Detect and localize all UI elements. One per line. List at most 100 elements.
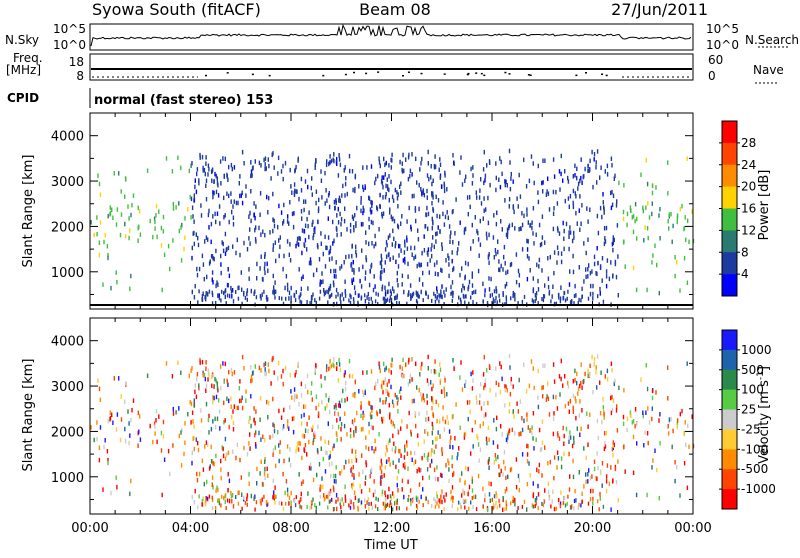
velocity-cell: [547, 396, 550, 401]
colorbar-swatch: [722, 449, 737, 470]
velocity-cell: [676, 424, 678, 430]
velocity-cell: [264, 367, 266, 372]
power-cell: [327, 235, 330, 240]
velocity-cell: [521, 452, 524, 457]
velocity-cell: [232, 420, 235, 425]
power-cell: [651, 201, 653, 206]
power-cell: [336, 161, 338, 166]
velocity-cell: [371, 414, 373, 420]
power-cell: [569, 225, 571, 230]
velocity-cell: [205, 499, 207, 504]
power-cell: [495, 161, 497, 166]
velocity-cell: [175, 410, 177, 415]
velocity-cell: [255, 409, 257, 414]
velocity-cell: [448, 461, 450, 466]
power-cell: [375, 241, 377, 247]
velocity-cell: [253, 417, 255, 423]
velocity-cell: [439, 367, 442, 372]
velocity-cell: [447, 458, 449, 463]
power-cell: [203, 276, 205, 282]
velocity-cell: [419, 372, 421, 377]
power-cell: [379, 163, 381, 169]
velocity-cell: [587, 479, 589, 484]
power-cell: [589, 207, 591, 212]
power-cell: [193, 198, 195, 203]
power-cell: [172, 206, 175, 211]
power-cell: [344, 293, 347, 298]
power-cell: [308, 234, 310, 240]
velocity-cell: [574, 378, 576, 383]
velocity-cell: [518, 487, 520, 493]
power-cell: [391, 152, 393, 158]
power-cell: [403, 168, 405, 174]
velocity-cell: [124, 381, 127, 386]
power-cell: [647, 201, 649, 206]
velocity-cell: [236, 442, 238, 448]
velocity-cell: [570, 505, 572, 510]
power-cell: [507, 230, 509, 235]
power-cell: [596, 246, 598, 251]
power-cell: [277, 155, 280, 161]
velocity-cell: [396, 506, 398, 511]
x-tick-label: 16:00: [473, 521, 510, 536]
power-cell: [443, 188, 446, 194]
velocity-cell: [441, 489, 443, 494]
velocity-cell: [248, 472, 250, 477]
power-cell: [364, 299, 367, 304]
velocity-cell: [280, 374, 283, 379]
power-cell: [344, 165, 346, 170]
power-cell: [318, 296, 321, 301]
power-cell: [191, 255, 193, 261]
velocity-cell: [537, 506, 539, 511]
power-cell: [418, 294, 420, 299]
velocity-cell: [516, 401, 518, 406]
power-cell: [317, 219, 319, 225]
power-cell: [596, 213, 599, 219]
velocity-cell: [512, 409, 514, 414]
velocity-cell: [387, 391, 389, 396]
velocity-cell: [379, 408, 381, 414]
power-cell: [299, 236, 301, 241]
velocity-cell: [450, 435, 452, 440]
velocity-cell: [528, 461, 530, 466]
power-cell: [191, 161, 193, 166]
power-cell: [217, 193, 220, 198]
velocity-cell: [339, 403, 341, 409]
power-cell: [451, 290, 453, 295]
power-cell: [329, 283, 332, 289]
power-cell: [364, 293, 366, 298]
velocity-cell: [346, 432, 348, 437]
velocity-cell: [307, 491, 309, 496]
colorbar-tick-label: -1000: [741, 482, 776, 496]
power-cell: [292, 224, 295, 230]
velocity-cell: [517, 409, 519, 414]
power-cell: [215, 283, 217, 289]
power-cell: [472, 165, 474, 170]
power-cell: [691, 209, 693, 214]
velocity-cell: [243, 445, 245, 451]
power-cell: [589, 270, 592, 276]
power-cell: [464, 300, 466, 305]
power-cell: [482, 299, 484, 304]
velocity-cell: [553, 455, 556, 460]
power-cell: [336, 301, 338, 307]
power-cell: [380, 260, 382, 266]
velocity-cell: [439, 380, 441, 385]
velocity-cell: [470, 500, 472, 505]
velocity-cell: [531, 503, 534, 508]
power-cell: [282, 219, 285, 224]
velocity-data-cells: [90, 353, 695, 513]
power-cell: [525, 184, 528, 189]
power-cell: [523, 213, 525, 219]
velocity-cell: [205, 388, 207, 393]
velocity-cell: [541, 473, 543, 478]
velocity-cell: [459, 425, 461, 430]
velocity-cell: [537, 492, 540, 497]
power-cell: [246, 247, 249, 252]
power-cell: [452, 267, 454, 273]
velocity-cell: [452, 499, 454, 504]
power-cell: [484, 173, 487, 179]
velocity-cell: [551, 499, 553, 504]
velocity-cell: [572, 458, 574, 464]
